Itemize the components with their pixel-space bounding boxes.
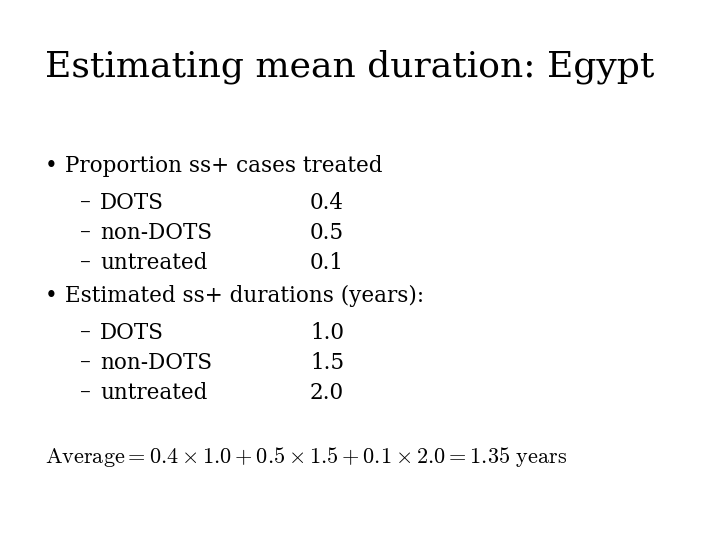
- Text: 0.4: 0.4: [310, 192, 344, 214]
- Text: DOTS: DOTS: [100, 322, 164, 344]
- Text: –: –: [80, 192, 91, 214]
- Text: –: –: [80, 222, 91, 244]
- Text: untreated: untreated: [100, 382, 207, 404]
- Text: $\mathrm{Average} = 0.4 \times 1.0 + 0.5 \times 1.5 + 0.1 \times 2.0 = 1.35\ \ma: $\mathrm{Average} = 0.4 \times 1.0 + 0.5…: [45, 445, 567, 469]
- Text: Proportion ss+ cases treated: Proportion ss+ cases treated: [65, 155, 382, 177]
- Text: –: –: [80, 252, 91, 274]
- Text: non-DOTS: non-DOTS: [100, 352, 212, 374]
- Text: DOTS: DOTS: [100, 192, 164, 214]
- Text: untreated: untreated: [100, 252, 207, 274]
- Text: 1.5: 1.5: [310, 352, 344, 374]
- Text: •: •: [45, 155, 58, 177]
- Text: •: •: [45, 285, 58, 307]
- Text: –: –: [80, 322, 91, 344]
- Text: 0.1: 0.1: [310, 252, 344, 274]
- Text: 0.5: 0.5: [310, 222, 344, 244]
- Text: –: –: [80, 352, 91, 374]
- Text: Estimating mean duration: Egypt: Estimating mean duration: Egypt: [45, 50, 654, 84]
- Text: Estimated ss+ durations (years):: Estimated ss+ durations (years):: [65, 285, 424, 307]
- Text: –: –: [80, 382, 91, 404]
- Text: non-DOTS: non-DOTS: [100, 222, 212, 244]
- Text: 1.0: 1.0: [310, 322, 344, 344]
- Text: 2.0: 2.0: [310, 382, 344, 404]
